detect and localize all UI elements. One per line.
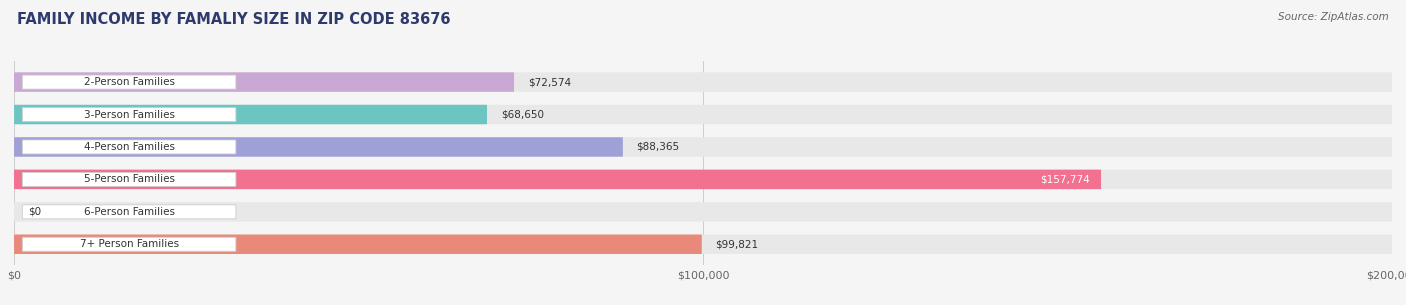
FancyBboxPatch shape	[14, 137, 1392, 157]
Text: $99,821: $99,821	[716, 239, 759, 249]
FancyBboxPatch shape	[14, 170, 1101, 189]
Text: 3-Person Families: 3-Person Families	[83, 109, 174, 120]
FancyBboxPatch shape	[14, 170, 1392, 189]
Text: 6-Person Families: 6-Person Families	[83, 207, 174, 217]
FancyBboxPatch shape	[14, 137, 623, 157]
FancyBboxPatch shape	[14, 105, 486, 124]
Text: $72,574: $72,574	[527, 77, 571, 87]
Text: 4-Person Families: 4-Person Families	[83, 142, 174, 152]
Text: $0: $0	[28, 207, 41, 217]
FancyBboxPatch shape	[14, 105, 1392, 124]
FancyBboxPatch shape	[22, 237, 236, 251]
Text: Source: ZipAtlas.com: Source: ZipAtlas.com	[1278, 12, 1389, 22]
FancyBboxPatch shape	[22, 108, 236, 121]
Text: $68,650: $68,650	[501, 109, 544, 120]
FancyBboxPatch shape	[14, 235, 1392, 254]
Text: 5-Person Families: 5-Person Families	[83, 174, 174, 185]
FancyBboxPatch shape	[14, 72, 1392, 92]
Text: FAMILY INCOME BY FAMALIY SIZE IN ZIP CODE 83676: FAMILY INCOME BY FAMALIY SIZE IN ZIP COD…	[17, 12, 450, 27]
Text: $88,365: $88,365	[637, 142, 679, 152]
Text: $157,774: $157,774	[1040, 174, 1090, 185]
FancyBboxPatch shape	[22, 205, 236, 219]
Text: 2-Person Families: 2-Person Families	[83, 77, 174, 87]
FancyBboxPatch shape	[22, 75, 236, 89]
FancyBboxPatch shape	[22, 172, 236, 186]
Text: 7+ Person Families: 7+ Person Families	[80, 239, 179, 249]
FancyBboxPatch shape	[22, 140, 236, 154]
FancyBboxPatch shape	[14, 202, 1392, 221]
FancyBboxPatch shape	[14, 72, 515, 92]
FancyBboxPatch shape	[14, 235, 702, 254]
